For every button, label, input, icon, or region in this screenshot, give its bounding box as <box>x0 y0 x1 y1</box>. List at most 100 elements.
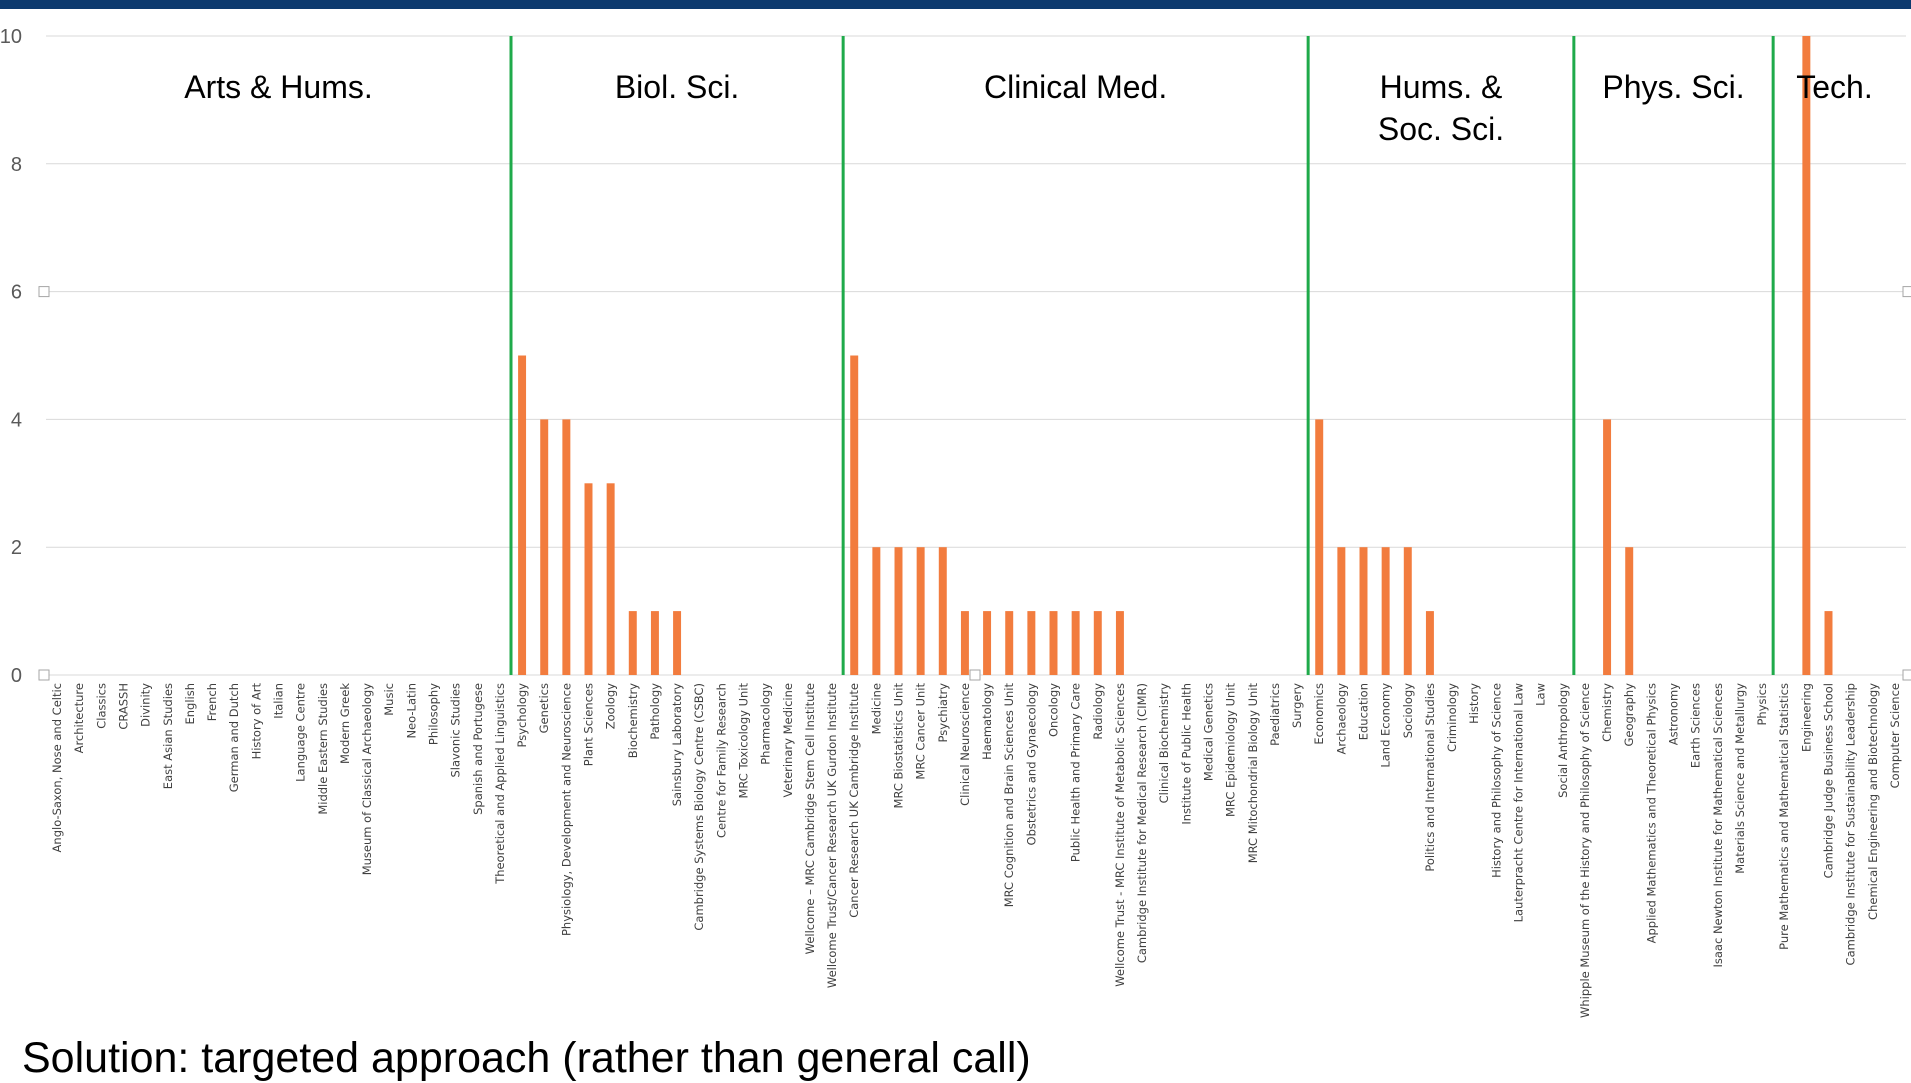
bar <box>1115 611 1124 675</box>
x-tick-label: Politics and International Studies <box>1423 683 1437 872</box>
x-tick-label: CRASSH <box>117 683 131 730</box>
bar <box>850 355 859 675</box>
bar <box>1071 611 1080 675</box>
x-tick-label: Chemistry <box>1600 683 1614 742</box>
x-tick-label: Isaac Newton Institute for Mathematical … <box>1711 683 1725 968</box>
bar <box>894 547 903 675</box>
group-label: Biol. Sci. <box>615 69 739 105</box>
y-tick-label: 10 <box>0 26 22 48</box>
selection-handle <box>969 669 981 681</box>
x-tick-label: Land Economy <box>1379 683 1393 768</box>
y-axis-ticks: 0 2 4 6 8 10 <box>0 26 22 687</box>
bar <box>872 547 881 675</box>
selection-handle <box>1902 286 1911 298</box>
x-tick-label: Language Centre <box>294 683 308 782</box>
x-tick-label: Law <box>1534 683 1548 706</box>
x-tick-label: Sainsbury Laboratory <box>670 683 684 806</box>
x-tick-label: English <box>183 683 197 725</box>
x-tick-label: Applied Mathematics and Theoretical Phys… <box>1644 683 1658 943</box>
x-tick-label: Biochemistry <box>626 683 640 758</box>
x-tick-label: Earth Sciences <box>1689 683 1703 768</box>
bar <box>584 483 593 675</box>
gridlines <box>46 35 1906 676</box>
x-tick-label: History <box>1467 683 1481 724</box>
x-tick-label: Cancer Research UK Cambridge Institute <box>847 683 861 918</box>
selection-handle <box>38 286 50 298</box>
bar <box>1625 547 1634 675</box>
bar <box>1315 419 1324 675</box>
x-tick-label: Neo-Latin <box>404 683 418 739</box>
x-tick-label: MRC Biostatistics Unit <box>892 683 906 809</box>
bar <box>960 611 969 675</box>
x-tick-label: MRC Epidemiology Unit <box>1224 683 1238 817</box>
x-tick-label: Chemical Engineering and Biotechnology <box>1866 683 1880 920</box>
x-tick-label: Wellcome – MRC Cambridge Stem Cell Insti… <box>803 683 817 954</box>
group-label: Tech. <box>1796 69 1872 105</box>
x-tick-label: Anglo-Saxon, Nose and Celtic <box>50 683 64 852</box>
x-tick-label: Sociology <box>1401 683 1415 738</box>
x-tick-label: Philosophy <box>427 683 441 745</box>
x-tick-label: Wellcome Trust - MRC Institute of Metabo… <box>1113 683 1127 987</box>
x-tick-label: Centre for Family Research <box>714 683 728 838</box>
bar <box>1093 611 1102 675</box>
y-tick-label: 0 <box>11 665 22 687</box>
bar <box>673 611 682 675</box>
x-tick-label: Veterinary Medicine <box>781 683 795 797</box>
x-tick-label: Astronomy <box>1667 683 1681 745</box>
x-tick-label: Museum of Classical Archaeology <box>360 683 374 875</box>
x-tick-label: Music <box>382 683 396 716</box>
x-tick-label: MRC Cognition and Brain Sciences Unit <box>1002 683 1016 908</box>
x-tick-label: Clinical Biochemistry <box>1157 683 1171 804</box>
x-tick-label: Cambridge Institute for Sustainability L… <box>1844 683 1858 965</box>
x-tick-label: Classics <box>94 683 108 729</box>
x-tick-label: East Asian Studies <box>161 683 175 789</box>
x-tick-label: Italian <box>272 683 286 719</box>
group-label: Clinical Med. <box>984 69 1167 105</box>
x-tick-label: Divinity <box>139 683 153 727</box>
x-tick-label: Wellcome Trust/Cancer Research UK Gurdon… <box>825 683 839 988</box>
x-tick-label: MRC Toxicology Unit <box>737 683 751 799</box>
y-tick-label: 2 <box>11 537 22 559</box>
x-tick-label: Education <box>1357 683 1371 740</box>
x-tick-label: Radiology <box>1091 683 1105 740</box>
x-tick-label: Pure Mathematics and Mathematical Statis… <box>1777 683 1791 950</box>
group-label: Hums. & Soc. Sci. <box>1378 69 1504 147</box>
x-tick-label: Psychiatry <box>936 683 950 743</box>
bar <box>1049 611 1058 675</box>
x-tick-label: Middle Eastern Studies <box>316 683 330 815</box>
x-tick-label: Pathology <box>648 683 662 740</box>
footer-caption: Solution: targeted approach (rather than… <box>22 1034 1031 1082</box>
x-tick-label: Surgery <box>1290 683 1304 728</box>
bar <box>606 483 615 675</box>
x-axis-ticks: Anglo-Saxon, Nose and Celtic Architecture… <box>50 683 1902 1018</box>
bar <box>1337 547 1346 675</box>
x-tick-label: Institute of Public Health <box>1179 683 1193 825</box>
x-tick-label: Lauterpracht Centre for International La… <box>1512 683 1526 922</box>
x-tick-label: Materials Science and Metallurgy <box>1733 683 1747 874</box>
bar <box>650 611 659 675</box>
header-bar <box>0 0 1911 9</box>
x-tick-label: Oncology <box>1047 683 1061 737</box>
x-tick-label: Clinical Neuroscience <box>958 683 972 806</box>
group-label: Arts & Hums. <box>184 69 372 105</box>
group-dividers <box>509 36 1775 675</box>
x-tick-label: Medical Genetics <box>1202 683 1216 781</box>
x-tick-label: Whipple Museum of the History and Philos… <box>1578 683 1592 1018</box>
x-tick-label: Archaeology <box>1334 683 1348 755</box>
x-tick-label: Psychology <box>515 683 529 748</box>
x-tick-label: Cambridge Institute for Medical Research… <box>1135 683 1149 963</box>
x-tick-label: Computer Science <box>1888 683 1902 788</box>
x-tick-label: Medicine <box>869 683 883 734</box>
x-tick-label: Public Health and Primary Care <box>1069 683 1083 862</box>
bar <box>1359 547 1368 675</box>
y-tick-label: 8 <box>11 154 22 176</box>
x-tick-label: Cambridge Systems Biology Centre (CSBC) <box>692 683 706 931</box>
bar <box>540 419 549 675</box>
x-tick-label: Spanish and Portugese <box>471 683 485 815</box>
bar <box>1603 419 1612 675</box>
x-tick-label: Pharmacology <box>759 683 773 765</box>
x-tick-label: Social Anthropology <box>1556 683 1570 798</box>
x-tick-label: Physiology, Development and Neuroscience <box>559 683 573 936</box>
bars <box>518 36 1833 675</box>
